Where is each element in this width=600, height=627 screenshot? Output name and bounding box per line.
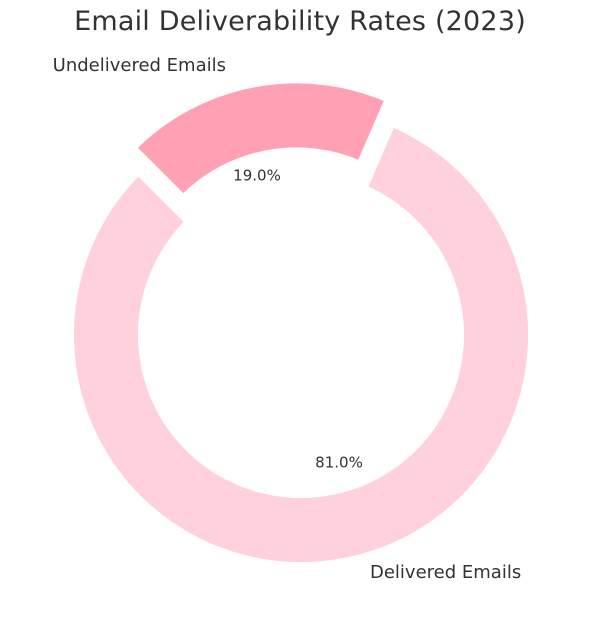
slice-delivered-emails [68,119,534,568]
slice-undelivered-emails [129,77,392,202]
category-label-delivered-emails: Delivered Emails [370,562,521,583]
category-label-undelivered-emails: Undelivered Emails [53,55,226,76]
chart-title: Email Deliverability Rates (2023) [74,6,526,37]
percent-label-delivered-emails: 81.0% [315,454,363,472]
percent-label-undelivered-emails: 19.0% [233,167,281,185]
